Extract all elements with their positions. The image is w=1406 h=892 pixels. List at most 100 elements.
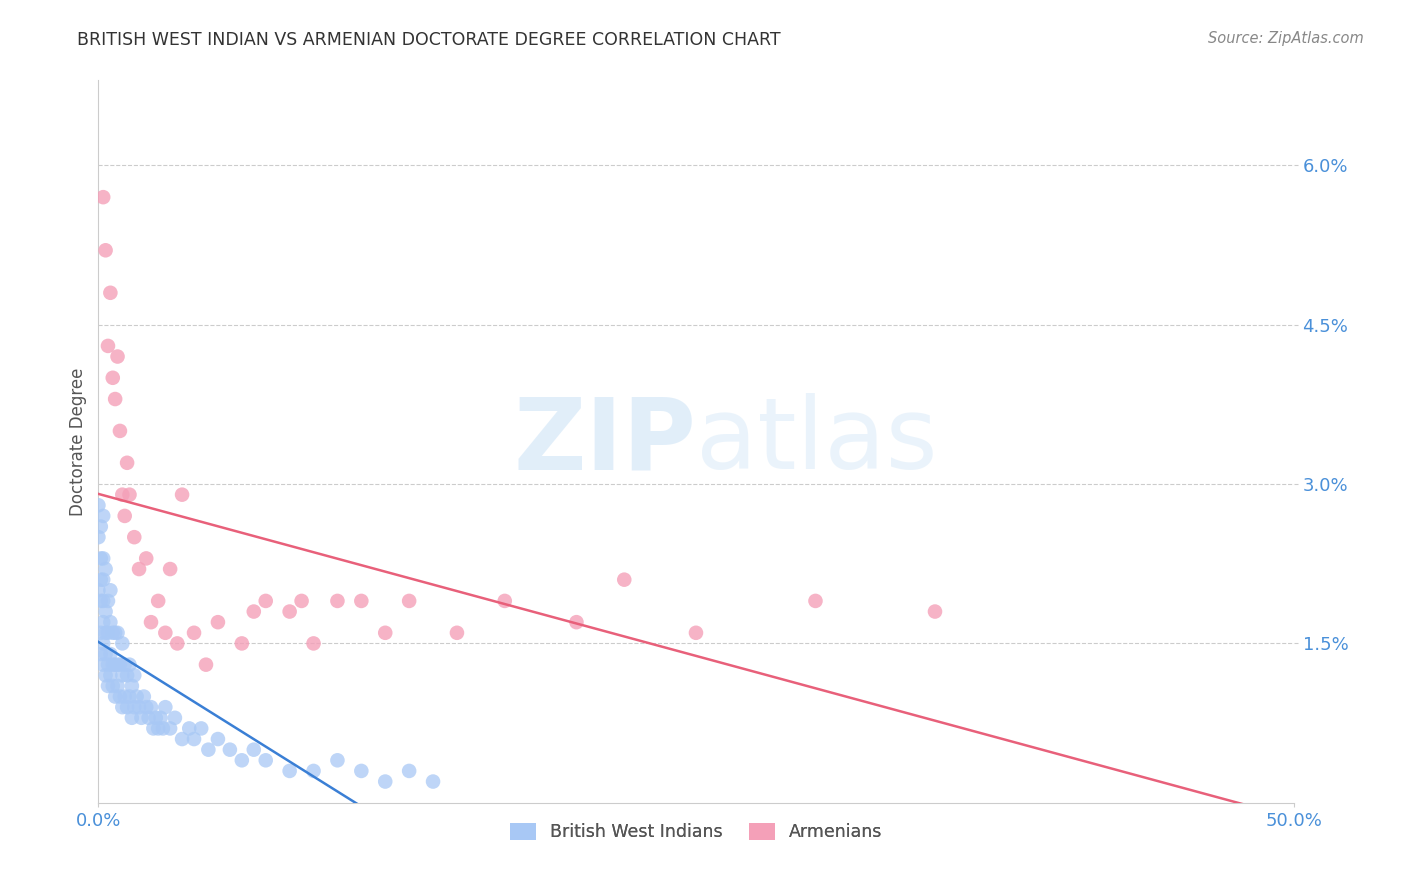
Point — [166, 636, 188, 650]
Point — [90, 573, 112, 587]
Point — [90, 594, 112, 608]
Point — [422, 774, 444, 789]
Point — [142, 722, 165, 736]
Point — [90, 625, 112, 640]
Point — [302, 636, 325, 650]
Point — [159, 562, 181, 576]
Point — [398, 764, 420, 778]
Point — [128, 700, 150, 714]
Point — [91, 594, 114, 608]
Point — [125, 690, 148, 704]
Point — [97, 679, 120, 693]
Point — [91, 190, 114, 204]
Point — [243, 605, 266, 619]
Point — [104, 625, 127, 640]
Point — [97, 625, 120, 640]
Point — [114, 508, 136, 523]
Point — [494, 594, 516, 608]
Point — [172, 488, 194, 502]
Point — [104, 392, 127, 406]
Point — [124, 530, 146, 544]
Point — [90, 519, 112, 533]
Y-axis label: Doctorate Degree: Doctorate Degree — [69, 368, 87, 516]
Point — [121, 679, 143, 693]
Point — [132, 690, 155, 704]
Point — [98, 647, 122, 661]
Point — [108, 657, 131, 672]
Point — [98, 615, 122, 630]
Point — [91, 615, 114, 630]
Point — [613, 573, 636, 587]
Point — [172, 732, 194, 747]
Point — [350, 594, 373, 608]
Point — [128, 562, 150, 576]
Point — [108, 424, 131, 438]
Text: BRITISH WEST INDIAN VS ARMENIAN DOCTORATE DEGREE CORRELATION CHART: BRITISH WEST INDIAN VS ARMENIAN DOCTORAT… — [77, 31, 780, 49]
Point — [101, 657, 124, 672]
Point — [374, 774, 396, 789]
Point — [87, 530, 110, 544]
Point — [94, 668, 117, 682]
Point — [115, 456, 138, 470]
Text: Source: ZipAtlas.com: Source: ZipAtlas.com — [1208, 31, 1364, 46]
Point — [135, 700, 157, 714]
Point — [91, 657, 114, 672]
Text: ZIP: ZIP — [513, 393, 696, 490]
Point — [374, 625, 396, 640]
Point — [104, 657, 127, 672]
Point — [111, 488, 134, 502]
Point — [91, 551, 114, 566]
Point — [118, 690, 141, 704]
Point — [115, 668, 138, 682]
Point — [291, 594, 314, 608]
Point — [94, 605, 117, 619]
Point — [163, 711, 186, 725]
Point — [179, 722, 201, 736]
Point — [139, 615, 162, 630]
Point — [446, 625, 468, 640]
Point — [254, 594, 277, 608]
Point — [111, 636, 134, 650]
Point — [94, 244, 117, 258]
Point — [108, 690, 131, 704]
Point — [97, 339, 120, 353]
Point — [98, 583, 122, 598]
Point — [94, 647, 117, 661]
Point — [94, 625, 117, 640]
Point — [118, 488, 141, 502]
Point — [101, 371, 124, 385]
Point — [107, 350, 129, 364]
Point — [101, 679, 124, 693]
Point — [111, 700, 134, 714]
Point — [231, 753, 253, 767]
Point — [197, 742, 219, 756]
Point — [219, 742, 242, 756]
Point — [138, 711, 160, 725]
Point — [97, 657, 120, 672]
Point — [148, 594, 170, 608]
Point — [107, 657, 129, 672]
Point — [131, 711, 153, 725]
Point — [118, 657, 141, 672]
Point — [231, 636, 253, 650]
Text: atlas: atlas — [696, 393, 938, 490]
Point — [87, 498, 110, 512]
Point — [97, 594, 120, 608]
Point — [114, 690, 136, 704]
Point — [207, 732, 229, 747]
Point — [90, 551, 112, 566]
Point — [565, 615, 588, 630]
Point — [111, 668, 134, 682]
Point — [183, 732, 205, 747]
Point — [101, 625, 124, 640]
Point — [91, 636, 114, 650]
Point — [350, 764, 373, 778]
Point — [87, 583, 110, 598]
Point — [326, 753, 349, 767]
Point — [155, 625, 177, 640]
Point — [159, 722, 181, 736]
Point — [685, 625, 707, 640]
Point — [155, 700, 177, 714]
Point — [124, 700, 146, 714]
Point — [149, 711, 172, 725]
